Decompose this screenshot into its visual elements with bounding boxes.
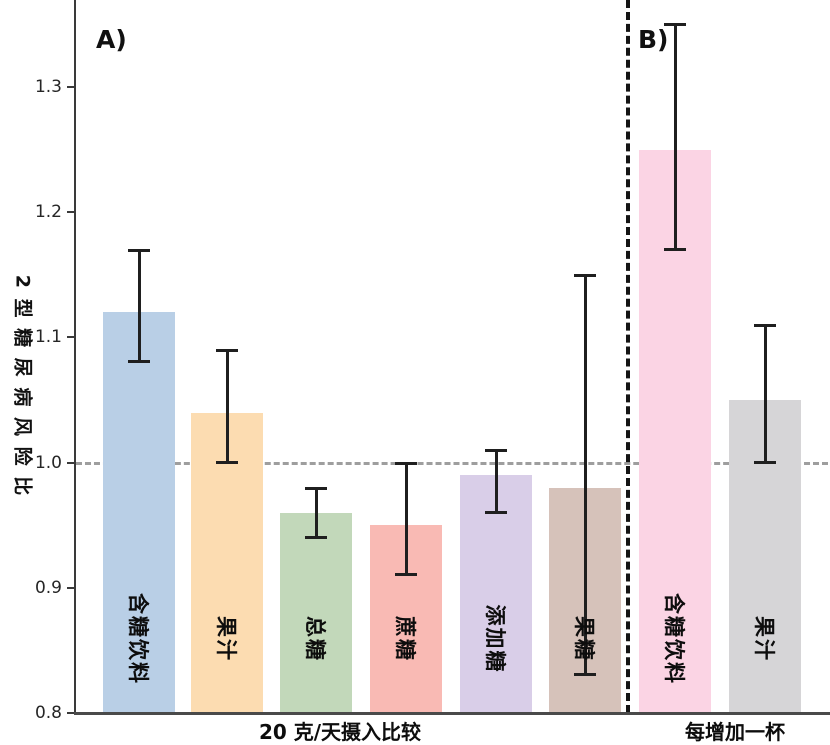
y-tick-mark bbox=[67, 461, 76, 464]
error-bar-line bbox=[137, 249, 141, 363]
y-tick-mark bbox=[67, 336, 76, 339]
error-bar-line bbox=[494, 450, 498, 513]
y-tick-mark bbox=[67, 586, 76, 589]
error-bar-cap bbox=[305, 535, 327, 539]
bar-category-label: 蔗糖 bbox=[393, 616, 417, 662]
error-bar-cap bbox=[574, 673, 596, 677]
error-bar-cap bbox=[216, 460, 238, 464]
bar-category-label: 含糖饮料 bbox=[126, 593, 150, 685]
bar-含糖饮料 bbox=[103, 312, 175, 713]
error-bar-cap bbox=[754, 460, 776, 464]
y-tick-label: 0.8 bbox=[34, 703, 62, 723]
error-bar-cap bbox=[664, 247, 686, 251]
error-bar-line bbox=[404, 462, 408, 576]
error-bar-cap bbox=[754, 323, 776, 327]
y-tick-mark bbox=[67, 86, 76, 88]
bar-category-label: 果汁 bbox=[752, 616, 776, 662]
error-bar-cap bbox=[395, 573, 417, 577]
panel-a-label: A) bbox=[96, 25, 127, 54]
error-bar-cap bbox=[485, 510, 507, 514]
y-tick-label: 1.3 bbox=[34, 77, 62, 97]
error-bar-cap bbox=[664, 23, 686, 27]
panel-b-xlabel: 每增加一杯 bbox=[685, 720, 785, 744]
y-tick-mark bbox=[67, 211, 76, 214]
bar-总糖 bbox=[280, 512, 352, 713]
error-bar-cap bbox=[305, 486, 327, 490]
error-bar-cap bbox=[574, 273, 596, 277]
panel-a-xlabel: 20 克/天摄入比较 bbox=[258, 720, 422, 744]
y-tick-label: 0.9 bbox=[34, 577, 62, 598]
x-axis-spine bbox=[74, 712, 830, 715]
bar-category-label: 总糖 bbox=[303, 616, 327, 662]
error-bar-line bbox=[225, 349, 229, 463]
y-tick-label: 1.1 bbox=[34, 327, 62, 348]
error-bar-line bbox=[763, 324, 767, 463]
error-bar-cap bbox=[216, 348, 238, 352]
bar-category-label: 含糖饮料 bbox=[662, 593, 686, 685]
y-tick-label: 1.2 bbox=[34, 202, 62, 223]
error-bar-line bbox=[583, 274, 587, 676]
bar-添加糖 bbox=[460, 475, 532, 713]
y-tick-label: 1.0 bbox=[34, 452, 62, 473]
error-bar-line bbox=[314, 487, 318, 538]
error-bar-line bbox=[673, 24, 677, 250]
panel-b-label: B) bbox=[638, 25, 669, 54]
bar-category-label: 添加糖 bbox=[483, 604, 507, 674]
error-bar-cap bbox=[485, 449, 507, 453]
bar-category-label: 果汁 bbox=[214, 616, 238, 662]
y-axis-spine bbox=[74, 0, 76, 714]
reference-line-1.0 bbox=[76, 461, 828, 465]
y-tick-mark bbox=[67, 712, 76, 714]
error-bar-cap bbox=[128, 360, 150, 364]
error-bar-cap bbox=[395, 461, 417, 465]
error-bar-cap bbox=[128, 248, 150, 252]
panel-separator-line bbox=[626, 0, 630, 713]
bar-category-label: 果糖 bbox=[572, 616, 596, 662]
